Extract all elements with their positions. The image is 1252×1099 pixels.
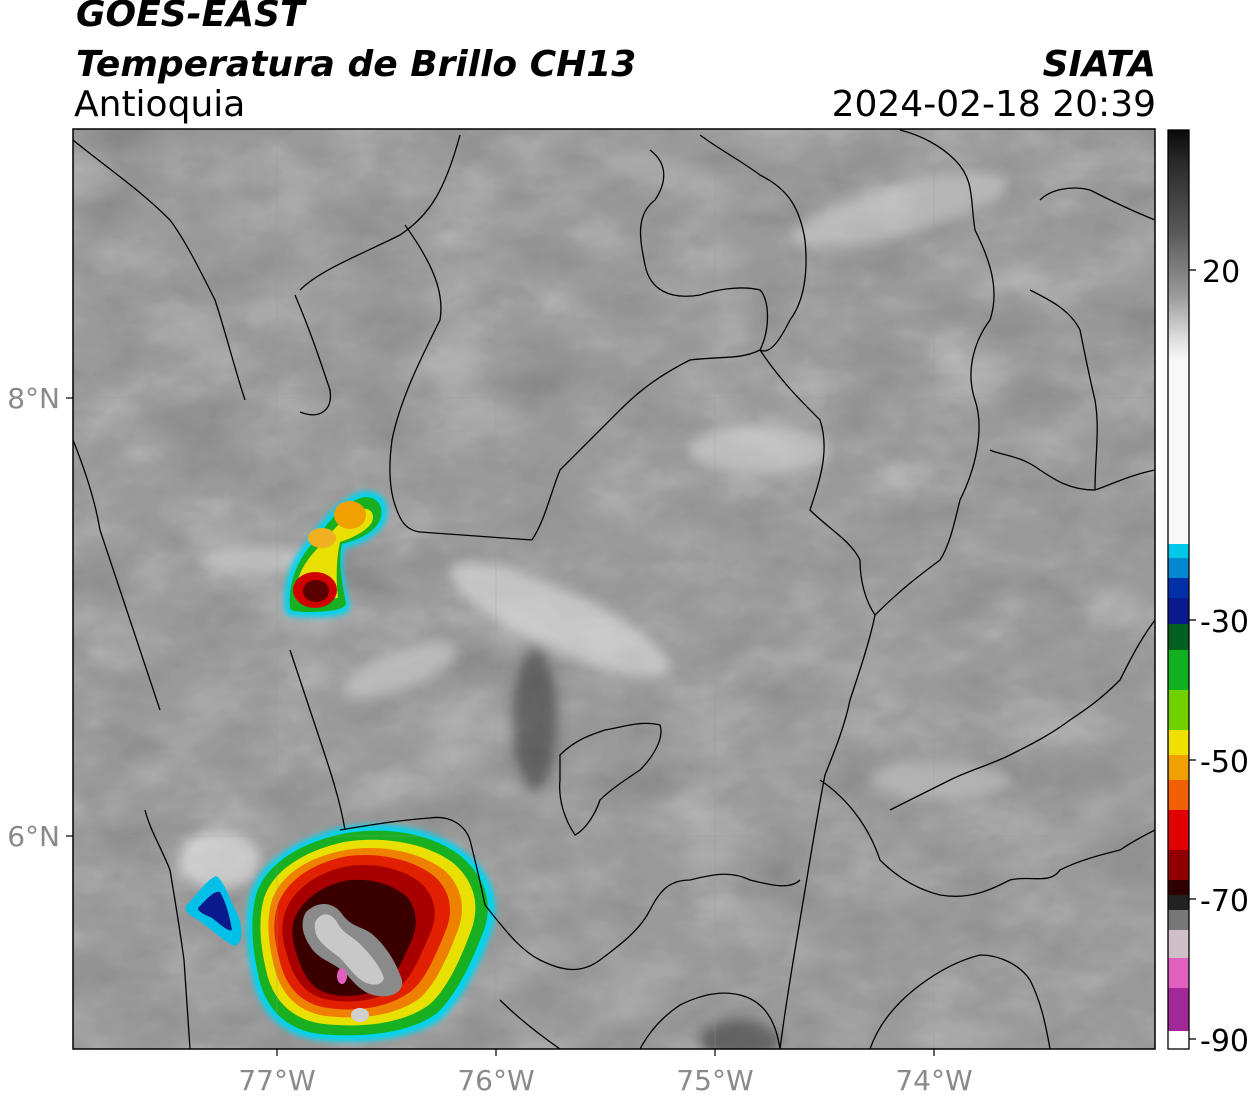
admin-boundaries [73, 129, 1155, 1049]
lon-label-77w: 77°W [238, 1064, 315, 1097]
colorbar-grey-segment [1168, 130, 1189, 544]
colorbar-label-minus90: -90 [1200, 1024, 1249, 1059]
brand-label: SIATA [1042, 44, 1156, 85]
cloud-imagery [73, 129, 1155, 1049]
colorbar-label-minus70: -70 [1200, 884, 1249, 919]
colorbar-label-minus30: -30 [1200, 605, 1249, 640]
product-title: Temperatura de Brillo CH13 [76, 44, 637, 85]
lat-label-6n: 6°N [7, 820, 60, 853]
lon-label-74w: 74°W [895, 1064, 972, 1097]
colorbar-label-20: 20 [1202, 255, 1240, 290]
graticule [73, 129, 1155, 1049]
colorbar: 20 -30 -50 -70 -90 [1167, 129, 1249, 1059]
colorbar-label-minus50: -50 [1200, 745, 1249, 780]
lat-label-8n: 8°N [7, 382, 60, 415]
satellite-title: GOES-EAST [76, 0, 305, 35]
lon-label-75w: 75°W [676, 1064, 753, 1097]
map-frame [72, 128, 1156, 1050]
storm-cell-south [246, 824, 496, 1042]
lon-ticks [276, 1049, 935, 1056]
lon-label-76w: 76°W [457, 1064, 534, 1097]
storm-cell-coastal [185, 876, 242, 946]
timestamp: 2024-02-18 20:39 [831, 84, 1156, 125]
lat-ticks [66, 397, 73, 837]
region-label: Antioquia [74, 84, 246, 125]
storm-cell-north [284, 491, 388, 618]
